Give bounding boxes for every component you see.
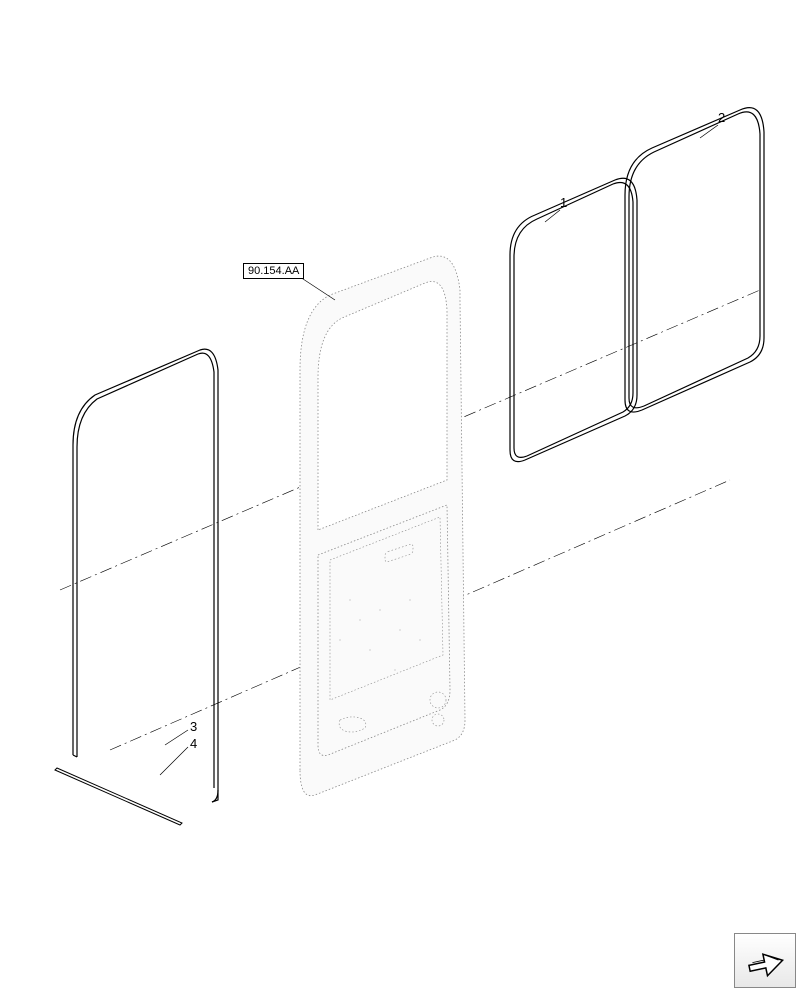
callout-3: 3 <box>190 719 197 734</box>
callout-1: 1 <box>560 195 567 210</box>
reference-box: 90.154.AA <box>243 263 304 279</box>
door-frame <box>300 256 465 796</box>
gasket-inner <box>510 178 637 461</box>
trim-lower <box>55 768 182 825</box>
parts-diagram: 1 2 3 4 90.154.AA <box>0 0 808 1000</box>
ref-leader <box>300 277 335 300</box>
callout-2: 2 <box>718 110 725 125</box>
glass-window <box>625 108 764 412</box>
seal-outer <box>73 349 218 802</box>
nav-next-button[interactable] <box>734 933 796 988</box>
arrow-icon <box>743 942 787 980</box>
diagram-svg <box>0 0 808 1000</box>
callout-4: 4 <box>190 736 197 751</box>
